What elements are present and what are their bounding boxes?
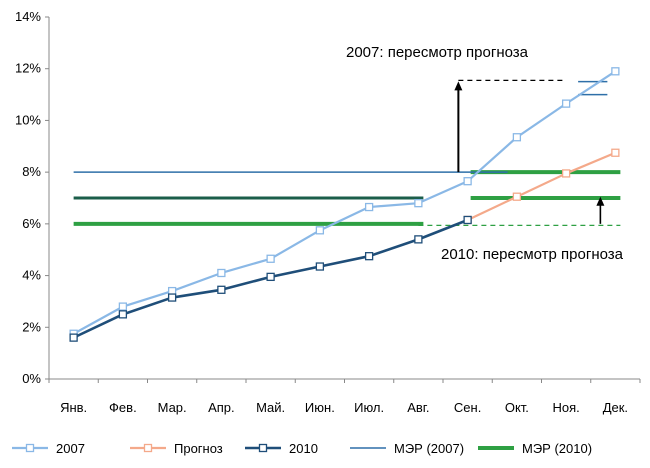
series-forecast-point xyxy=(611,148,620,157)
series-2007-point xyxy=(266,254,275,263)
series-2007-point xyxy=(217,268,226,278)
x-tick-label: Авг. xyxy=(407,400,429,415)
x-tick-label: Ноя. xyxy=(552,400,579,415)
series-2010-point xyxy=(315,262,325,271)
y-tick-label: 4% xyxy=(22,268,41,283)
annotation-2010: 2010: пересмотр прогноза xyxy=(441,246,624,263)
series-2010-point xyxy=(118,310,128,319)
x-tick-label: Дек. xyxy=(603,400,628,415)
y-tick-label: 0% xyxy=(22,371,41,386)
series-forecast-point xyxy=(561,169,571,178)
series-2007-point xyxy=(364,202,374,212)
legend: 2007 Прогноз 2010 МЭР (2007) МЭР (2010) xyxy=(12,441,592,456)
x-tick-label: Июн. xyxy=(305,400,335,415)
y-tick-label: 10% xyxy=(15,112,41,127)
x-tick-label: Июл. xyxy=(354,400,384,415)
reference-segments xyxy=(73,80,621,226)
y-tick-label: 14% xyxy=(15,9,41,24)
series-2010-point xyxy=(463,215,472,225)
x-tick-label: Фев. xyxy=(109,400,137,415)
x-axis: Янв. Фев. Мар. Апр. Май. Июн. Июл. Авг. Сен. Окт.… xyxy=(48,378,641,415)
legend-label: МЭР (2010) xyxy=(522,441,592,456)
guide-lines xyxy=(418,79,621,226)
series-2007-point xyxy=(414,199,423,208)
y-axis: 0% 2% 4% 6% 8% 10% 12% 14% xyxy=(15,9,50,386)
legend-swatch-marker xyxy=(25,443,35,453)
annotation-arrows xyxy=(454,81,605,224)
x-tick-label: Мар. xyxy=(158,400,187,415)
x-tick-label: Сен. xyxy=(454,400,481,415)
legend-swatch-marker xyxy=(143,443,153,453)
series-2007-point xyxy=(463,177,472,186)
legend-label: МЭР (2007) xyxy=(394,441,464,456)
series-2010-point xyxy=(69,333,78,342)
arrow-2007-head xyxy=(454,81,463,91)
series-2010-point xyxy=(217,285,226,294)
series-2010-point xyxy=(266,272,275,282)
arrow-2010-head xyxy=(596,196,605,206)
series-2010-point xyxy=(414,235,423,244)
series-2007-point xyxy=(512,133,522,142)
legend-swatch-marker xyxy=(258,443,268,453)
legend-label: 2010 xyxy=(289,441,318,456)
x-tick-label: Янв. xyxy=(60,400,87,415)
y-tick-label: 12% xyxy=(15,61,41,76)
series-2010-point xyxy=(364,252,374,261)
series-forecast-line xyxy=(467,151,616,221)
y-tick-label: 6% xyxy=(22,216,41,231)
series-2007-point xyxy=(315,226,325,235)
series-2010-point xyxy=(167,293,177,302)
series-forecast-point xyxy=(512,192,522,201)
x-tick-label: Апр. xyxy=(208,400,235,415)
x-tick-label: Май. xyxy=(256,400,285,415)
series-2007-point xyxy=(611,67,620,76)
x-tick-label: Окт. xyxy=(505,400,529,415)
y-tick-label: 2% xyxy=(22,319,41,334)
legend-label: Прогноз xyxy=(174,441,223,456)
annotation-2007: 2007: пересмотр прогноза xyxy=(346,44,529,61)
series-2007-line xyxy=(73,70,616,335)
series-2007-point xyxy=(561,99,571,108)
y-tick-label: 8% xyxy=(22,164,41,179)
legend-label: 2007 xyxy=(56,441,85,456)
series-2007-point xyxy=(118,302,128,311)
series-lines xyxy=(69,67,620,342)
